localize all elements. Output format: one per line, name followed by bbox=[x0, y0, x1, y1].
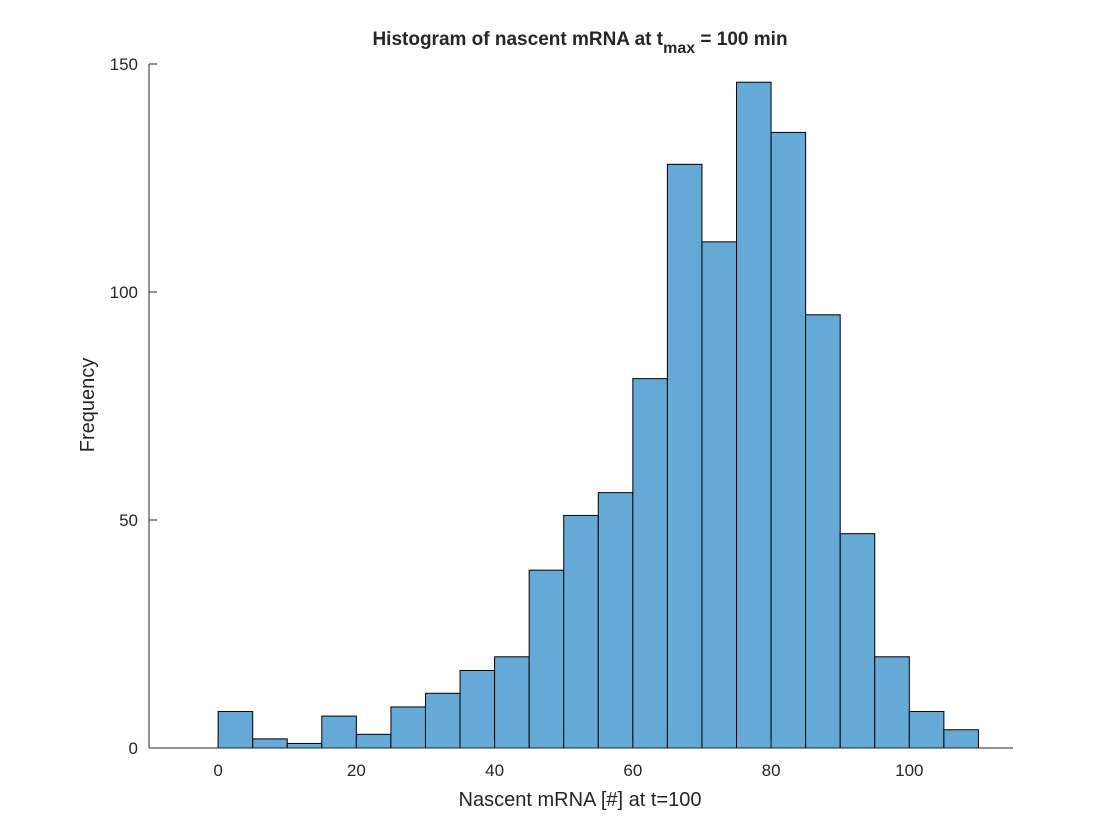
x-tick-label: 60 bbox=[623, 761, 642, 780]
histogram-bar bbox=[701, 241, 738, 749]
histogram-bar bbox=[736, 81, 772, 749]
histogram-bar bbox=[597, 492, 634, 749]
histogram-bar bbox=[805, 314, 841, 749]
x-tick-label: 20 bbox=[347, 761, 366, 780]
chart-title-prefix: Histogram of nascent mRNA at t bbox=[372, 29, 663, 50]
histogram-bar bbox=[494, 656, 530, 749]
histogram-bar bbox=[459, 669, 496, 749]
histogram-bar bbox=[943, 729, 979, 749]
histogram-bar bbox=[874, 656, 910, 749]
x-tick-label: 100 bbox=[895, 761, 923, 780]
histogram-bar bbox=[528, 569, 565, 749]
y-tick-label: 150 bbox=[110, 55, 138, 74]
histogram-bar bbox=[770, 131, 807, 749]
chart-title-subscript: max bbox=[663, 40, 695, 57]
histogram-bar bbox=[908, 711, 945, 749]
y-axis-label: Frequency bbox=[77, 358, 99, 453]
histogram-bar bbox=[286, 742, 323, 749]
histogram-bar bbox=[321, 715, 357, 749]
histogram-bar bbox=[563, 514, 599, 749]
y-ticks-group: 0 50 100 150 bbox=[110, 55, 157, 758]
histogram-bar bbox=[252, 738, 288, 749]
histogram-bar bbox=[839, 533, 876, 749]
chart-title: Histogram of nascent mRNA at tmax = 100 … bbox=[372, 29, 787, 57]
histogram-bar bbox=[632, 378, 668, 749]
x-ticks-group: 0 20 40 60 80 100 bbox=[213, 740, 924, 780]
chart-title-suffix: = 100 min bbox=[695, 29, 787, 50]
y-tick-label: 50 bbox=[119, 511, 138, 530]
x-tick-label: 0 bbox=[213, 761, 222, 780]
x-axis-label: Nascent mRNA [#] at t=100 bbox=[459, 789, 702, 811]
bars-group bbox=[217, 81, 979, 749]
x-tick-label: 40 bbox=[485, 761, 504, 780]
y-tick-label: 100 bbox=[110, 283, 138, 302]
y-tick-label: 0 bbox=[129, 739, 138, 758]
histogram-bar bbox=[390, 706, 426, 749]
histogram-bar bbox=[217, 711, 254, 749]
x-tick-label: 80 bbox=[762, 761, 781, 780]
histogram-bar bbox=[424, 692, 461, 749]
histogram-bar bbox=[666, 163, 703, 749]
histogram-bar bbox=[355, 733, 392, 749]
